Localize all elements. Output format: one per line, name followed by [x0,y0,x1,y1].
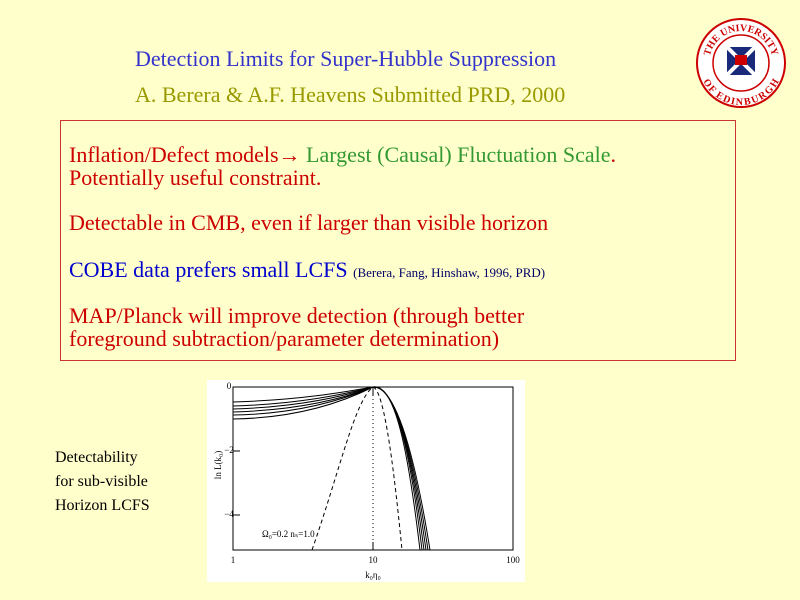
text: Inflation/Defect models [69,142,279,167]
annotation: Ω₀=0.2 nₛ=1.0 [262,529,315,539]
caption: Detectability [55,449,138,466]
figure: 0 −2 −4 1 10 100 k₀η₀ ln L(k₀) Ω₀=0.2 nₛ… [207,380,525,582]
logo: THE UNIVERSITY OF EDINBURGH [696,18,786,108]
x-tick-label: 1 [231,555,236,565]
citation: (Berera, Fang, Hinshaw, 1996, PRD) [353,265,546,280]
bullet: MAP/Planck will improve detection (throu… [69,303,525,328]
y-tick-label: 0 [227,381,232,391]
arrow: → [278,142,301,167]
bullet-box: Inflation/Defect models→ Largest (Causal… [60,120,736,361]
text: COBE data prefers small LCFS [69,257,354,282]
bullet: foreground subtraction/parameter determi… [69,326,500,351]
bullet: COBE data prefers small LCFS (Berera, Fa… [69,258,545,285]
x-axis-label: k₀η₀ [365,570,380,580]
x-tick-label: 100 [506,555,520,565]
text: . [610,142,617,167]
title: Detection Limits for Super-Hubble Suppre… [135,46,557,71]
bullet: Detectable in CMB, even if larger than v… [69,210,549,235]
bullet: Inflation/Defect models→ Largest (Causal… [69,143,616,167]
subtitle: A. Berera & A.F. Heavens Submitted PRD, … [135,82,566,107]
y-tick-label: −2 [224,445,234,455]
y-tick-label: −4 [224,509,234,519]
bullet: Potentially useful constraint. [69,165,322,190]
x-tick-label: 10 [369,555,379,565]
caption: Horizon LCFS [55,497,150,514]
y-axis-label: ln L(k₀) [213,451,223,479]
caption: for sub-visible [55,473,148,490]
text: Largest (Causal) Fluctuation Scale [300,142,611,167]
